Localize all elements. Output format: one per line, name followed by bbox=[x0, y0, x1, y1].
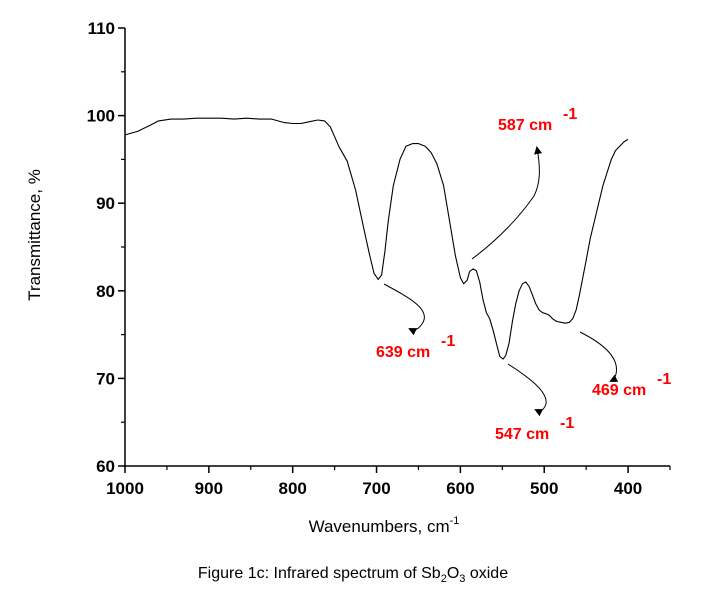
caption-suffix: oxide bbox=[465, 565, 509, 582]
y-tick-label: 90 bbox=[96, 194, 115, 213]
annotation-639-arrow bbox=[383, 283, 425, 336]
y-tick-label: 80 bbox=[96, 282, 115, 301]
annotation-587-sup: -1 bbox=[563, 106, 577, 123]
caption-sub-2: 3 bbox=[459, 573, 466, 586]
x-tick-label: 600 bbox=[446, 479, 474, 498]
y-axis-label: Transmittance, % bbox=[25, 169, 44, 301]
annotation-587-label: 587 cm bbox=[498, 117, 552, 134]
annotation-469-sup: -1 bbox=[657, 371, 671, 388]
caption-mid: O bbox=[446, 565, 460, 582]
x-tick-label: 800 bbox=[279, 479, 307, 498]
spectrum-line bbox=[124, 117, 629, 360]
figure-caption: Figure 1c: Infrared spectrum of Sb2O3 ox… bbox=[0, 565, 706, 585]
annotation-469-arrow bbox=[579, 331, 619, 382]
y-tick-label: 110 bbox=[88, 19, 115, 38]
y-tick-label: 70 bbox=[96, 369, 115, 388]
annotation-587-arrow bbox=[471, 146, 543, 260]
x-tick-label: 400 bbox=[614, 479, 642, 498]
x-axis-label-main: Wavenumbers, cm bbox=[309, 517, 450, 536]
caption-sub-1: 2 bbox=[440, 573, 447, 586]
x-axis-label-sup: -1 bbox=[450, 515, 460, 527]
annotation-469-label: 469 cm bbox=[592, 382, 646, 399]
y-tick-label: 60 bbox=[96, 457, 115, 476]
caption-prefix: Figure 1c: Infrared spectrum of Sb bbox=[197, 565, 441, 582]
annotation-639-sup: -1 bbox=[441, 333, 455, 350]
annotation-547-label: 547 cm bbox=[495, 426, 549, 443]
x-tick-label: 700 bbox=[362, 479, 390, 498]
x-tick-label: 500 bbox=[530, 479, 558, 498]
x-tick-label: 1000 bbox=[106, 479, 144, 498]
x-axis-label: Wavenumbers, cm-1 bbox=[309, 515, 460, 536]
annotation-547-sup: -1 bbox=[560, 415, 574, 432]
x-tick-label: 900 bbox=[195, 479, 223, 498]
annotation-639-label: 639 cm bbox=[376, 344, 430, 361]
annotation-547-arrow bbox=[507, 363, 547, 417]
y-tick-label: 100 bbox=[87, 107, 115, 126]
